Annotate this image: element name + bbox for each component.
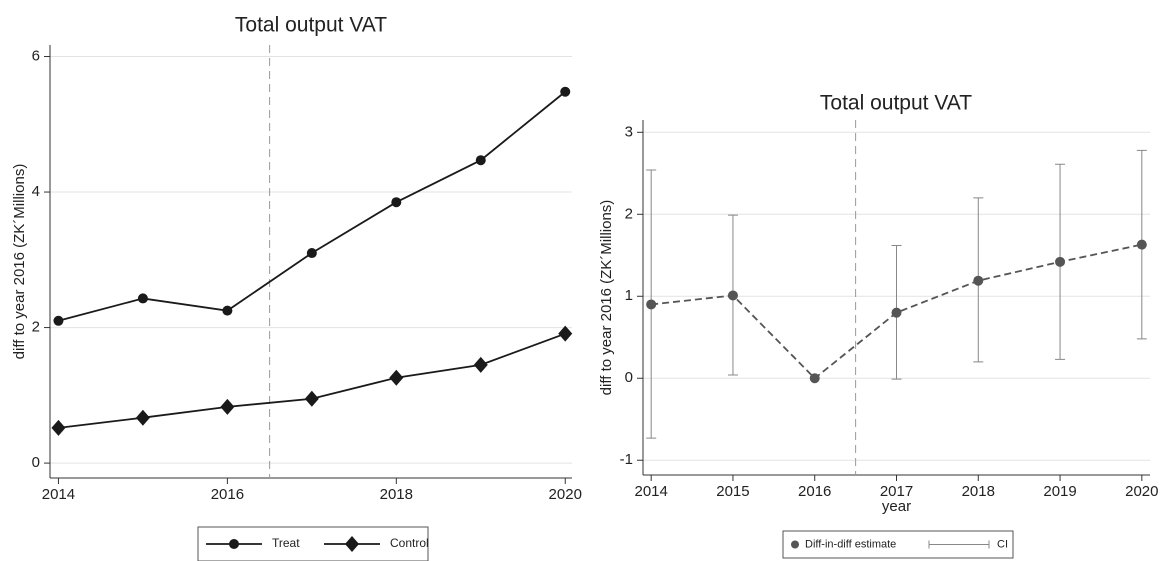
- x-tick-label: 2019: [1043, 483, 1076, 500]
- y-axis-label: diff to year 2016 (ZK´Millions): [11, 164, 28, 360]
- y-tick-label: 6: [32, 47, 40, 64]
- y-tick-label: 0: [625, 369, 633, 386]
- marker: [646, 299, 657, 310]
- marker: [137, 293, 148, 304]
- marker: [473, 356, 488, 373]
- x-tick-label: 2020: [1125, 483, 1158, 500]
- marker: [220, 398, 235, 415]
- legend-marker: [791, 540, 799, 549]
- legend-label: Treat: [272, 536, 300, 550]
- marker: [475, 155, 486, 166]
- marker: [51, 419, 66, 436]
- y-tick-label: 2: [625, 205, 633, 222]
- x-tick-label: 2018: [380, 486, 413, 503]
- y-tick-label: 4: [32, 183, 40, 200]
- chart-title: Total output VAT: [820, 92, 972, 115]
- x-axis-label: year: [882, 498, 911, 515]
- y-tick-label: 0: [32, 454, 40, 471]
- x-tick-label: 2017: [880, 483, 913, 500]
- marker: [1055, 256, 1066, 267]
- marker: [304, 390, 319, 407]
- marker: [135, 409, 150, 426]
- x-tick-label: 2016: [211, 486, 244, 503]
- legend-label: Diff-in-diff estimate: [805, 538, 896, 550]
- marker: [222, 305, 233, 316]
- x-tick-label: 2016: [798, 483, 831, 500]
- y-tick-label: 3: [625, 123, 633, 140]
- x-tick-label: 2014: [42, 486, 75, 503]
- marker: [560, 86, 571, 97]
- legend-label: CI: [997, 538, 1008, 550]
- marker: [891, 307, 902, 318]
- marker: [727, 290, 738, 301]
- y-tick-label: 1: [625, 287, 633, 304]
- x-tick-label: 2020: [549, 486, 582, 503]
- y-tick-label: -1: [620, 451, 633, 468]
- legend-label: Control: [390, 536, 429, 550]
- series-line: [58, 91, 566, 322]
- marker: [306, 248, 317, 259]
- legend-ci: [928, 540, 990, 549]
- x-tick-label: 2014: [634, 483, 667, 500]
- marker: [229, 539, 239, 549]
- x-tick-label: 2018: [962, 483, 995, 500]
- marker: [53, 315, 64, 326]
- marker: [1136, 239, 1147, 250]
- marker: [391, 197, 402, 208]
- chart-title: Total output VAT: [235, 14, 387, 37]
- y-tick-label: 2: [32, 319, 40, 336]
- marker: [973, 275, 984, 286]
- marker: [558, 325, 573, 342]
- y-axis-label: diff to year 2016 (ZK´Millions): [598, 200, 615, 396]
- marker: [389, 369, 404, 386]
- series-line: [58, 332, 566, 429]
- marker: [809, 373, 820, 384]
- marker: [345, 536, 359, 552]
- x-tick-label: 2015: [716, 483, 749, 500]
